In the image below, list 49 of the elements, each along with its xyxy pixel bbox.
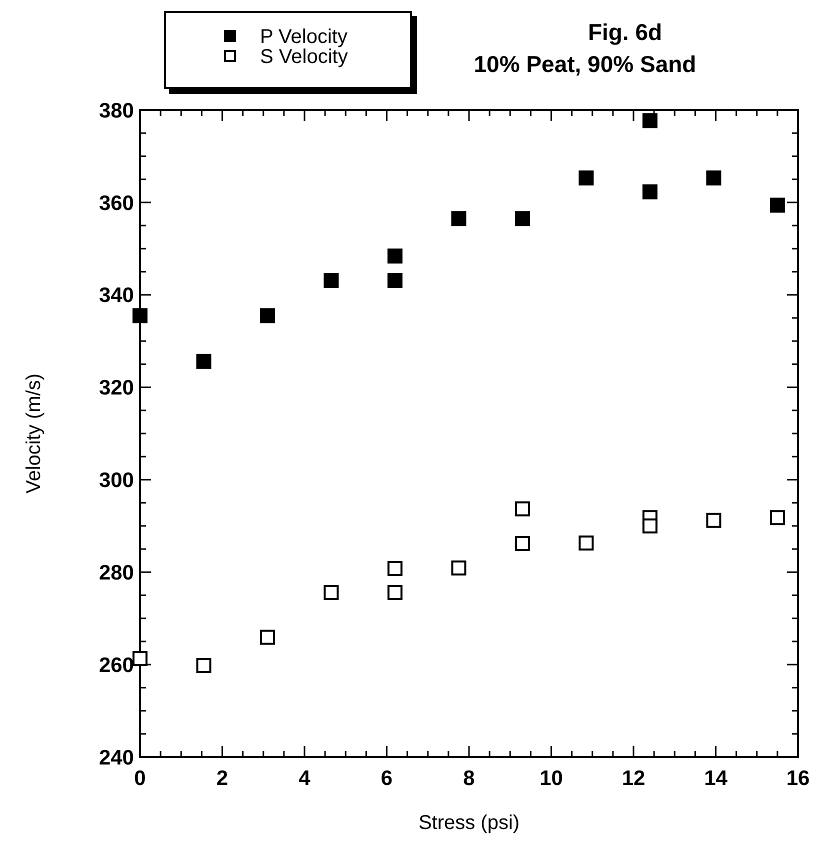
- point: [451, 560, 466, 576]
- y-tick-label: 360: [98, 192, 134, 215]
- point: [514, 211, 530, 226]
- x-tick-label: 6: [380, 767, 393, 790]
- point: [642, 518, 658, 534]
- x-axis-title: Stress (psi): [418, 812, 520, 834]
- y-tick-label: 240: [98, 746, 134, 770]
- point: [578, 170, 594, 186]
- x-tick-label: 10: [540, 767, 563, 790]
- point: [642, 184, 658, 200]
- y-tick-label: 340: [98, 284, 134, 308]
- point: [578, 536, 594, 551]
- chart-subtitle: 10% Peat, 90% Sand: [474, 51, 696, 77]
- y-axis-title: Velocity (m/s): [23, 373, 45, 494]
- point: [387, 584, 402, 600]
- x-tick-label: 0: [134, 767, 146, 790]
- x-tick-label: 8: [463, 767, 476, 790]
- legend-label: S Velocity: [260, 46, 348, 68]
- legend-label: P Velocity: [260, 26, 348, 48]
- point: [196, 354, 212, 369]
- chart-title: Fig. 6d: [588, 19, 662, 45]
- point: [514, 536, 530, 551]
- point: [387, 248, 402, 264]
- point: [706, 512, 722, 528]
- point: [324, 584, 339, 600]
- x-tick-label: 12: [622, 767, 646, 790]
- point: [132, 651, 148, 666]
- point: [514, 501, 530, 516]
- y-tick-label: 300: [98, 469, 134, 492]
- x-tick-label: 2: [216, 767, 228, 790]
- x-tick-label: 14: [704, 767, 728, 790]
- point: [642, 113, 658, 128]
- x-tick-label: 16: [786, 767, 810, 790]
- point: [770, 510, 785, 526]
- point: [387, 560, 402, 576]
- y-tick-label: 260: [98, 654, 134, 677]
- y-tick-label: 380: [98, 99, 134, 122]
- x-tick-label: 4: [298, 767, 311, 790]
- point: [324, 273, 339, 288]
- point: [260, 630, 275, 645]
- point: [387, 273, 402, 288]
- point: [706, 170, 722, 186]
- point: [196, 658, 212, 673]
- y-tick-label: 320: [98, 376, 134, 400]
- point: [260, 308, 275, 324]
- y-tick-label: 280: [98, 561, 134, 584]
- point: [770, 198, 785, 213]
- point: [451, 211, 466, 226]
- point: [132, 308, 148, 324]
